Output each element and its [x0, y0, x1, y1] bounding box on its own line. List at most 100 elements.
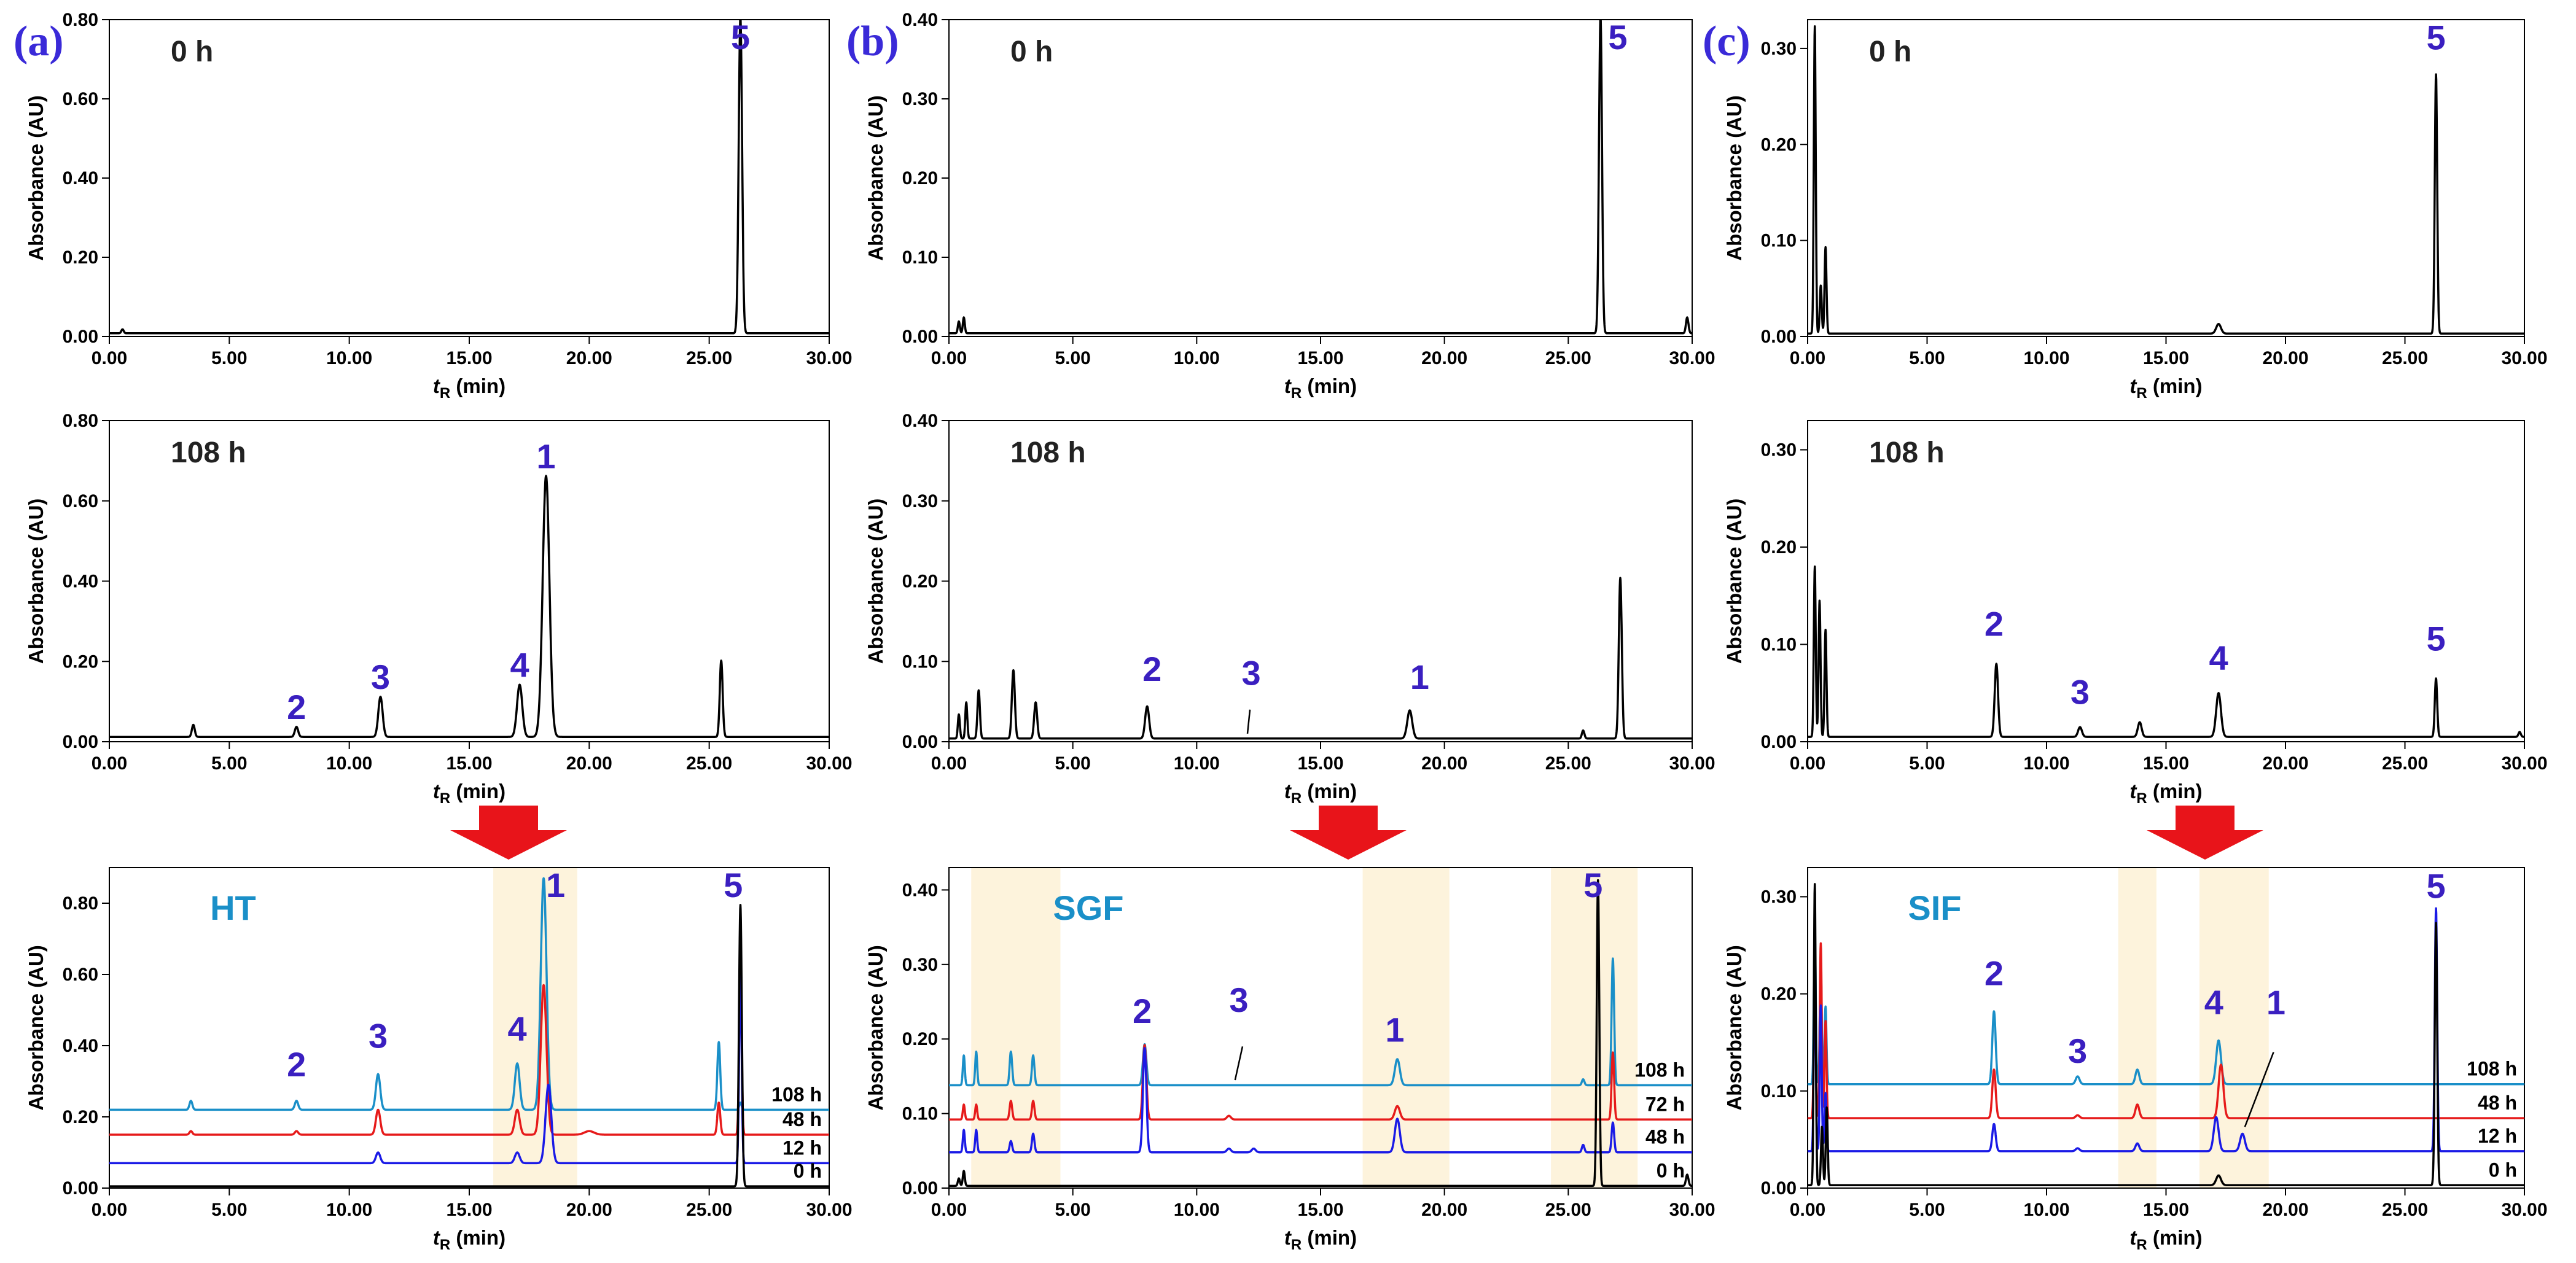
y-tick-label: 0.40 [902, 411, 938, 431]
chromatogram-line [1808, 25, 2524, 335]
x-tick-label: 10.00 [326, 1200, 372, 1220]
y-axis-title: Absorbance (AU) [1723, 499, 1746, 664]
series-label: 0 h [1657, 1159, 1685, 1181]
down-arrow-icon [450, 806, 567, 860]
series-label: 72 h [1645, 1093, 1685, 1115]
x-tick-label: 10.00 [326, 348, 372, 368]
y-tick-label: 0.20 [63, 1107, 98, 1127]
x-tick-label: 20.00 [566, 753, 612, 774]
x-tick-label: 15.00 [446, 753, 492, 774]
x-tick-label: 25.00 [686, 1200, 732, 1220]
peak-label: 5 [1583, 866, 1602, 904]
series-line-48h [949, 1047, 1692, 1154]
x-tick-label: 10.00 [2023, 753, 2069, 774]
y-tick-label: 0.00 [63, 1178, 98, 1199]
highlight-band [971, 868, 1061, 1188]
x-axis-title-sub: R [1291, 385, 1302, 402]
x-tick-label: 25.00 [1545, 1200, 1591, 1220]
x-tick-label: 0.00 [92, 753, 127, 774]
x-tick-label: 25.00 [1545, 753, 1591, 774]
x-tick-label: 10.00 [1174, 348, 1220, 368]
x-tick-label: 20.00 [566, 1200, 612, 1220]
x-axis-title-sub: R [2136, 1237, 2147, 1253]
x-tick-label: 30.00 [806, 1200, 852, 1220]
medium-label: SIF [1908, 888, 1961, 927]
y-axis-title: Absorbance (AU) [864, 499, 887, 664]
x-axis-title-sub: R [2136, 385, 2147, 402]
x-tick-label: 0.00 [1790, 1200, 1825, 1220]
series-label: 48 h [783, 1108, 822, 1130]
highlight-band [2118, 868, 2156, 1188]
peak-label: 4 [508, 1009, 527, 1048]
x-tick-label: 0.00 [92, 1200, 127, 1220]
x-axis-title-t: t [2129, 780, 2137, 802]
y-axis-title: Absorbance (AU) [25, 499, 47, 664]
x-axis-title-t: t [433, 780, 441, 802]
x-axis-title: tR (min) [1284, 375, 1357, 402]
x-tick-label: 15.00 [1297, 753, 1343, 774]
y-tick-label: 0.40 [63, 168, 98, 188]
series-line-12h [1808, 907, 2524, 1152]
leader-line [1246, 709, 1251, 734]
panel-letter: (a) [14, 18, 64, 65]
leader-line [2244, 1052, 2274, 1127]
x-axis-title-sub: R [440, 385, 450, 402]
highlight-band [493, 868, 577, 1188]
y-tick-label: 0.10 [902, 247, 938, 268]
x-tick-label: 10.00 [2023, 348, 2069, 368]
leader-line [1234, 1046, 1244, 1081]
chart-panel-c1: 0.00 5.00 10.00 15.00 20.00 25.00 30.00 0.00 0.1… [1723, 420, 2548, 807]
series-line-108h [109, 877, 829, 1111]
x-axis-title: tR (min) [2129, 780, 2202, 807]
highlight-band [2199, 868, 2269, 1188]
y-axis-title: Absorbance (AU) [25, 945, 47, 1111]
chart-panel-b2: 0.00 5.00 10.00 15.00 20.00 25.00 30.00 0.00 0.1… [864, 866, 1715, 1253]
x-axis-title-unit: (min) [1302, 1226, 1357, 1249]
y-tick-label: 0.30 [1761, 39, 1797, 59]
y-tick-label: 0.00 [1761, 732, 1797, 752]
peak-label: 2 [287, 1045, 306, 1084]
y-axis-title: Absorbance (AU) [864, 945, 887, 1111]
peak-label: 3 [369, 1016, 388, 1055]
chromatogram-line [949, 577, 1692, 740]
panel-letter: (b) [846, 18, 899, 65]
x-axis-title-sub: R [440, 1237, 450, 1253]
y-tick-label: 0.80 [63, 411, 98, 431]
peak-label: 3 [1229, 981, 1248, 1019]
y-axis-title: Absorbance (AU) [1723, 945, 1746, 1111]
x-tick-label: 5.00 [211, 348, 247, 368]
series-line-48h [109, 955, 829, 1136]
peak-label: 2 [287, 688, 306, 726]
x-tick-label: 30.00 [2501, 753, 2547, 774]
x-tick-label: 5.00 [211, 753, 247, 774]
x-tick-label: 20.00 [2262, 1200, 2308, 1220]
x-tick-label: 20.00 [566, 348, 612, 368]
x-tick-label: 15.00 [446, 1200, 492, 1220]
plot-frame [1807, 19, 2525, 337]
plot-area [949, 879, 1692, 1187]
peak-label: 1 [1410, 658, 1429, 696]
x-axis-title-sub: R [1291, 790, 1302, 807]
x-tick-label: 30.00 [1669, 753, 1715, 774]
x-axis-title-unit: (min) [450, 780, 505, 802]
x-tick-label: 0.00 [931, 753, 967, 774]
x-axis-title-sub: R [2136, 790, 2147, 807]
plot-area [949, 20, 1692, 335]
peak-label: 4 [510, 645, 529, 684]
x-tick-label: 15.00 [1297, 348, 1343, 368]
x-axis-title-unit: (min) [450, 1226, 505, 1249]
peak-label: 1 [1385, 1010, 1404, 1049]
x-tick-label: 30.00 [2501, 1200, 2547, 1220]
plot-area [109, 20, 829, 335]
highlight-band [1362, 868, 1450, 1188]
series-line-72h [949, 1044, 1692, 1121]
plot-frame [109, 19, 830, 337]
plot-area [1808, 25, 2524, 335]
x-tick-label: 5.00 [1909, 348, 1945, 368]
y-tick-label: 0.00 [902, 732, 938, 752]
y-tick-label: 0.30 [1761, 887, 1797, 907]
series-label: 48 h [2478, 1092, 2517, 1114]
series-line-12h [109, 966, 829, 1165]
x-tick-label: 15.00 [2143, 1200, 2189, 1220]
